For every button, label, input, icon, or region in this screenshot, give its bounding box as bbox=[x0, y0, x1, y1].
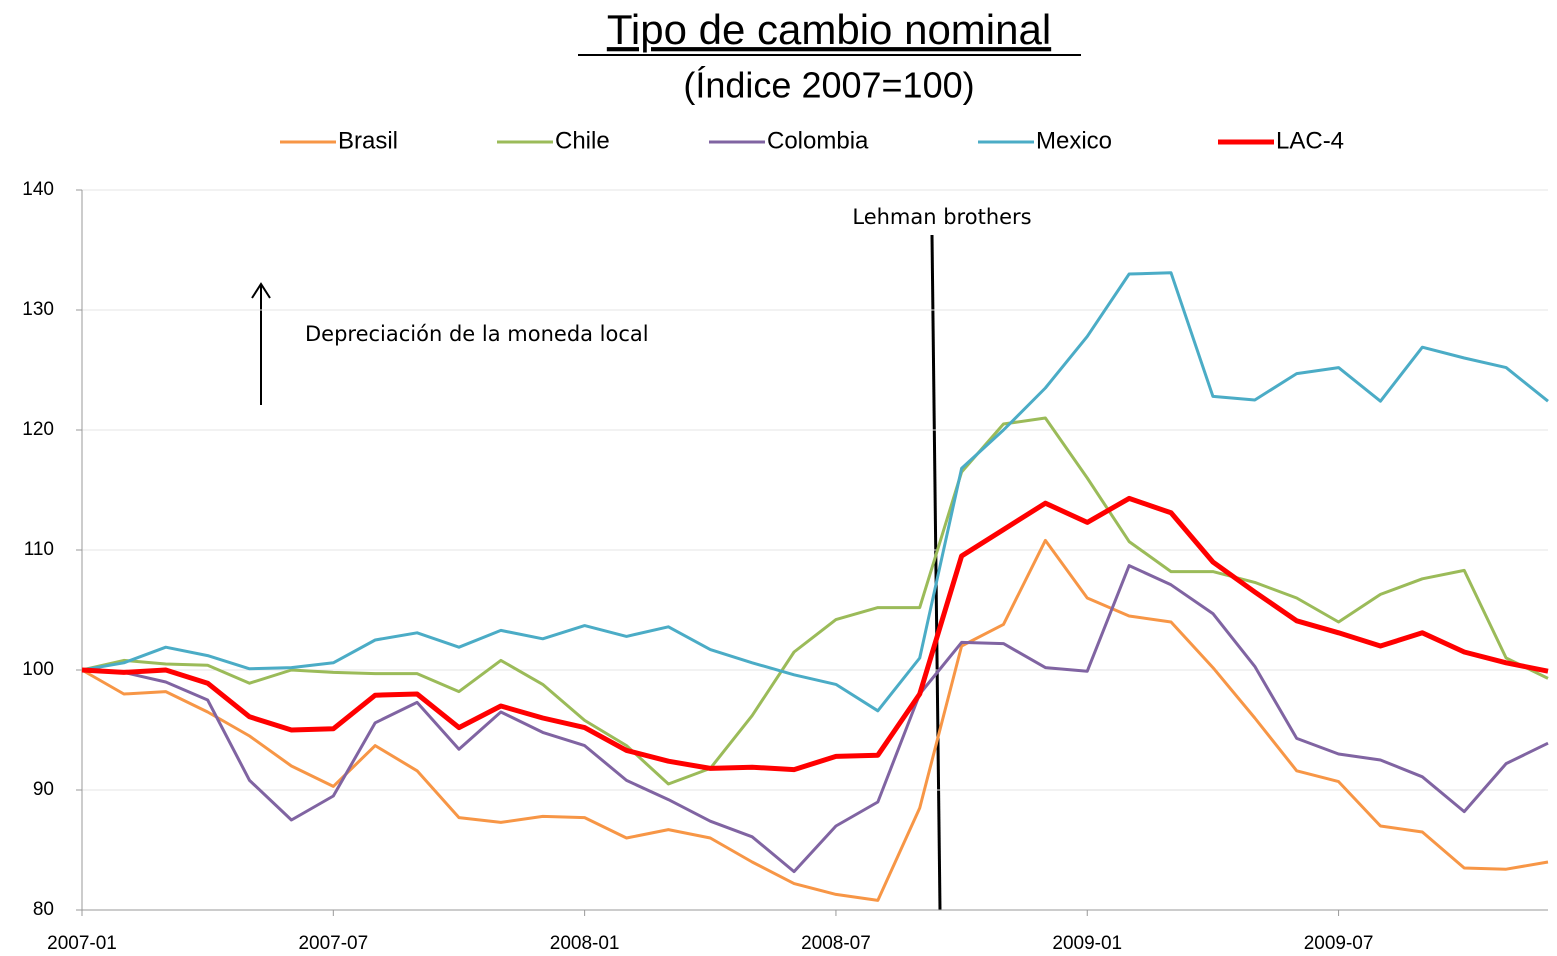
legend-label: Chile bbox=[555, 127, 610, 154]
event-line bbox=[930, 234, 942, 911]
x-tick-label: 2007-01 bbox=[47, 933, 117, 954]
x-tick-label: 2008-01 bbox=[550, 933, 620, 954]
chart-title: Tipo de cambio nominal bbox=[607, 6, 1051, 53]
legend-label: Colombia bbox=[767, 127, 869, 154]
x-tick-label: 2009-07 bbox=[1304, 933, 1374, 954]
annotation: Depreciación de la moneda local bbox=[305, 322, 649, 346]
series-line bbox=[81, 538, 1549, 902]
chart-subtitle: (Índice 2007=100) bbox=[683, 65, 974, 106]
y-tick-label: 120 bbox=[22, 419, 54, 440]
legend-label: Mexico bbox=[1036, 127, 1112, 154]
series-line bbox=[81, 416, 1549, 786]
y-tick-label: 140 bbox=[22, 179, 54, 200]
legend-label: LAC-4 bbox=[1276, 127, 1344, 154]
arrow-head bbox=[251, 282, 271, 299]
x-tick-label: 2007-07 bbox=[298, 933, 368, 954]
y-tick-label: 80 bbox=[33, 899, 54, 920]
legend-label: Brasil bbox=[338, 127, 398, 154]
series-line bbox=[81, 271, 1549, 713]
x-tick-label: 2009-01 bbox=[1052, 933, 1122, 954]
series-line bbox=[81, 495, 1549, 773]
series-line bbox=[81, 564, 1549, 874]
y-tick-label: 130 bbox=[22, 299, 54, 320]
annotation: Lehman brothers bbox=[852, 205, 1031, 229]
y-tick-label: 110 bbox=[24, 539, 54, 560]
y-tick-label: 90 bbox=[33, 779, 54, 800]
y-tick-label: 100 bbox=[22, 659, 54, 680]
x-tick-label: 2008-07 bbox=[801, 933, 871, 954]
